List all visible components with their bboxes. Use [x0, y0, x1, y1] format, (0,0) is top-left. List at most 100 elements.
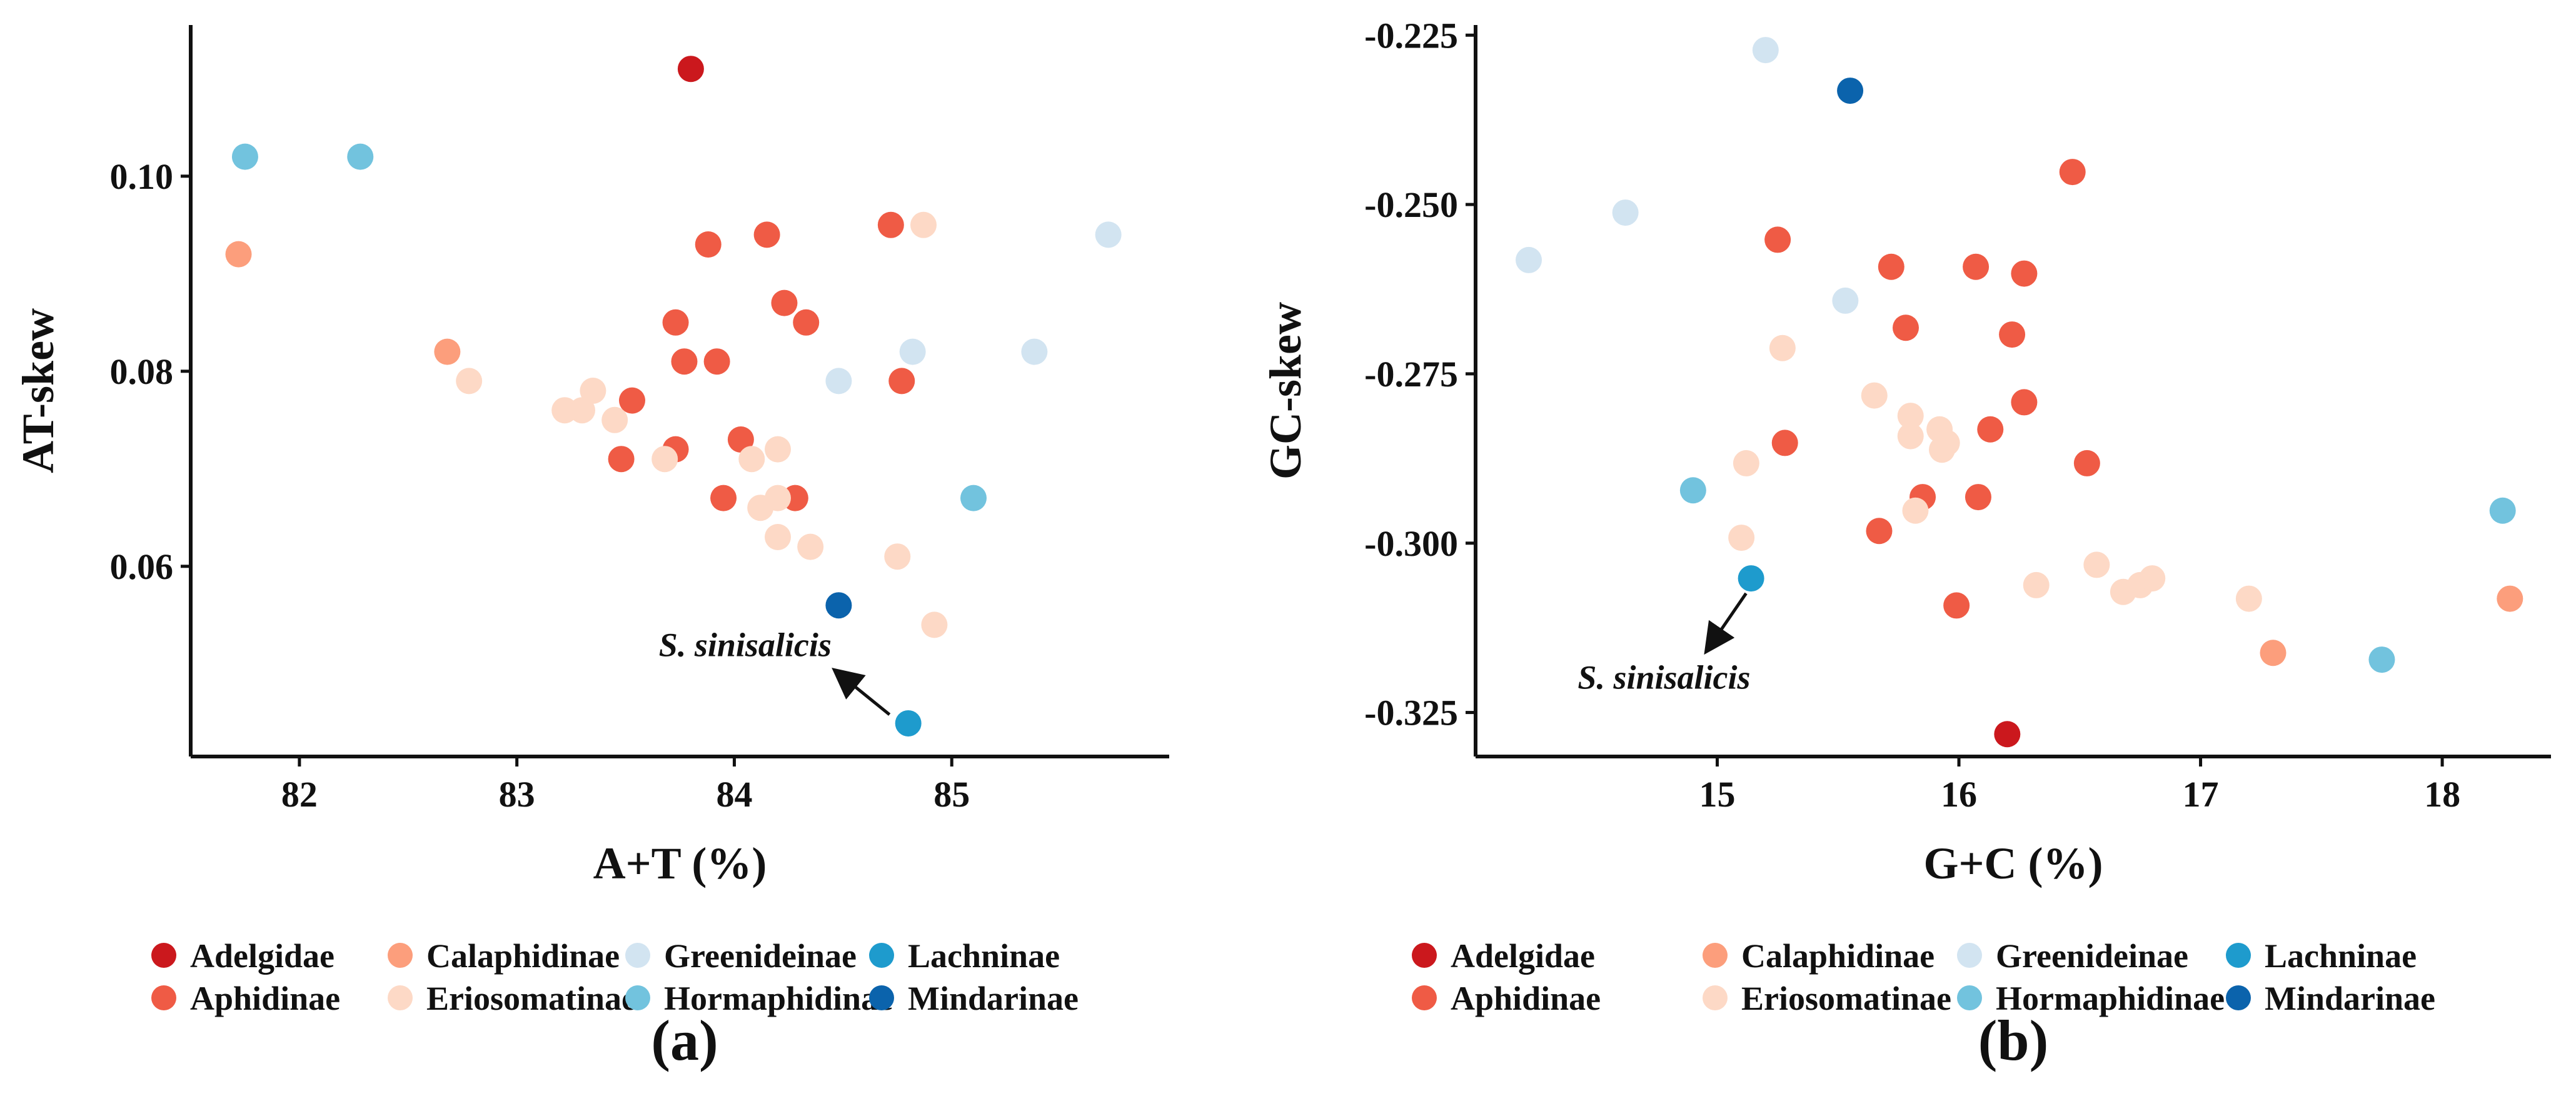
panel-b-legend-swatch-mindarinae — [2226, 985, 2251, 1010]
panel-b-point-eriosomatinae — [1928, 436, 1955, 463]
panel-b-legend-swatch-eriosomatinae — [1703, 985, 1728, 1010]
panel-a-y-tick-label: 0.06 — [110, 546, 174, 587]
legend-b: Adelgidae Aphidinae Calaphidinae Eriosomati… — [1412, 937, 2435, 1017]
panel-a-point-eriosomatinae — [765, 436, 791, 463]
panel-b-y-axis-title: GC-skew — [1260, 302, 1311, 480]
panel-a-point-greenideinae — [899, 338, 926, 365]
panel-b-x-tick-label: 17 — [2183, 774, 2219, 815]
panel-a-legend-swatch-hormaphidinae — [625, 985, 650, 1010]
panel-b-point-aphidinae — [1893, 314, 1919, 341]
panel-b-legend-swatch-lachninae — [2226, 943, 2251, 968]
panel-b-point-eriosomatinae — [2235, 585, 2262, 612]
panel-b-point-aphidinae — [1963, 253, 1990, 280]
panel-b-legend-label-eriosomatinae: Eriosomatinae — [1741, 980, 1951, 1017]
panel-b-point-greenideinae — [1832, 287, 1859, 314]
panel-b-point-aphidinae — [2073, 450, 2100, 476]
panel-a-legend-label-eriosomatinae: Eriosomatinae — [426, 980, 636, 1017]
panel-a-legend-label-hormaphidinae: Hormaphidinae — [664, 980, 893, 1017]
panel-b-x-tick-label: 16 — [1941, 774, 1977, 815]
panel-a-legend-label-greenideinae: Greenideinae — [664, 937, 857, 975]
panel-b-x-axis-title: G+C (%) — [1924, 838, 2103, 888]
panel-a-point-aphidinae — [877, 211, 904, 238]
panel-b-point-aphidinae — [2011, 389, 2038, 416]
panel-a-legend-label-adelgidae: Adelgidae — [190, 937, 335, 975]
panel-a-point-eriosomatinae — [580, 378, 606, 404]
panel-b-x-tick-label: 15 — [1699, 774, 1736, 815]
panel-a-point-aphidinae — [793, 309, 820, 336]
panel-a-point-lachninae — [895, 710, 922, 737]
panel-a-point-greenideinae — [1095, 221, 1122, 248]
panel-b-point-aphidinae — [2059, 159, 2086, 186]
panel-a-label: (a) — [651, 1008, 718, 1072]
panel-a-annotation-arrow — [832, 667, 891, 716]
panel-b-point-aphidinae — [1878, 253, 1904, 280]
panel-a-legend-label-calaphidinae: Calaphidinae — [426, 937, 620, 975]
panel-b-y-tick-label: -0.225 — [1364, 15, 1458, 56]
panel-a-legend-swatch-aphidinae — [151, 985, 176, 1010]
panel-b-point-aphidinae — [1999, 321, 2026, 348]
panel-a-point-eriosomatinae — [884, 543, 911, 570]
panel-b-point-mindarinae — [1837, 78, 1864, 104]
panel-b-point-calaphidinae — [2260, 640, 2287, 666]
panel-b-legend-label-calaphidinae: Calaphidinae — [1741, 937, 1935, 975]
panel-b-legend-swatch-aphidinae — [1412, 985, 1437, 1010]
panel-b-y-tick-label: -0.250 — [1364, 184, 1458, 225]
panel-b-point-aphidinae — [1977, 416, 2004, 443]
panel-a-x-tick-label: 82 — [281, 774, 318, 815]
panel-a-point-eriosomatinae — [797, 533, 824, 560]
panel-a-point-aphidinae — [703, 348, 730, 375]
panel-b-point-aphidinae — [1866, 518, 1893, 545]
panel-b-y-tick-label: -0.325 — [1364, 693, 1458, 733]
panel-b-point-aphidinae — [1943, 592, 1970, 619]
panel-a-point-aphidinae — [662, 309, 689, 336]
panel-a-legend-label-lachninae: Lachninae — [908, 937, 1060, 975]
panel-a-point-hormaphidinae — [347, 143, 374, 170]
legend-a: Adelgidae Aphidinae Calaphidinae Eriosomati… — [151, 937, 1079, 1017]
panel-a-legend-swatch-eriosomatinae — [388, 985, 413, 1010]
panel-a-point-aphidinae — [771, 289, 798, 316]
panel-a-point-eriosomatinae — [601, 406, 628, 433]
panel-b-chart: 15 16 17 18 -0.325 -0.300 -0.275 -0.250 -0.225 G+… — [1260, 15, 2551, 1072]
panel-b-legend-label-mindarinae: Mindarinae — [2265, 980, 2435, 1017]
panel-b-legend-swatch-calaphidinae — [1703, 943, 1728, 968]
panel-a-legend-swatch-greenideinae — [625, 943, 650, 968]
panel-a-y-axis-title: AT-skew — [13, 308, 63, 473]
panel-b-legend-label-hormaphidinae: Hormaphidinae — [1996, 980, 2225, 1017]
panel-b-point-aphidinae — [1764, 226, 1791, 253]
panel-a-legend-label-mindarinae: Mindarinae — [908, 980, 1079, 1017]
panel-a-legend-swatch-mindarinae — [869, 985, 894, 1010]
panel-a-point-aphidinae — [618, 387, 645, 414]
panel-a-point-eriosomatinae — [921, 611, 948, 638]
panel-b-point-adelgidae — [1994, 721, 2021, 748]
panel-a-point-eriosomatinae — [569, 397, 595, 424]
panel-b-label: (b) — [1978, 1008, 2048, 1072]
panel-b-legend-swatch-adelgidae — [1412, 943, 1437, 968]
panel-a-x-axis-title: A+T (%) — [593, 838, 767, 888]
panel-a-point-eriosomatinae — [747, 495, 774, 521]
panel-b-point-eriosomatinae — [1728, 525, 1755, 551]
panel-a-x-tick-label: 83 — [499, 774, 535, 815]
panel-b-point-hormaphidinae — [1679, 477, 1706, 504]
panel-a-point-aphidinae — [671, 348, 698, 375]
panel-a-point-eriosomatinae — [738, 446, 765, 473]
panel-a-point-eriosomatinae — [910, 211, 937, 238]
panel-a-point-eriosomatinae — [456, 368, 483, 395]
panel-a-point-calaphidinae — [434, 338, 461, 365]
panel-b-point-aphidinae — [1965, 484, 1991, 511]
panel-b-point-lachninae — [1738, 565, 1764, 592]
panel-a-point-eriosomatinae — [765, 524, 791, 550]
panel-b-point-eriosomatinae — [2139, 565, 2166, 592]
panel-b-legend-label-adelgidae: Adelgidae — [1451, 937, 1595, 975]
panel-b-point-eriosomatinae — [1897, 423, 1924, 450]
panel-b-point-eriosomatinae — [1861, 382, 1888, 409]
panel-b-y-tick-label: -0.300 — [1364, 523, 1458, 564]
panel-a-y-tick-label: 0.08 — [110, 351, 174, 392]
panel-a-point-adelgidae — [677, 56, 704, 83]
panel-b-legend-swatch-greenideinae — [1957, 943, 1982, 968]
panel-b-legend-swatch-hormaphidinae — [1957, 985, 1982, 1010]
panel-a-point-aphidinae — [695, 231, 722, 258]
panel-a-point-aphidinae — [608, 446, 635, 473]
panel-a-point-greenideinae — [1021, 338, 1048, 365]
panel-b-point-eriosomatinae — [2023, 571, 2050, 598]
